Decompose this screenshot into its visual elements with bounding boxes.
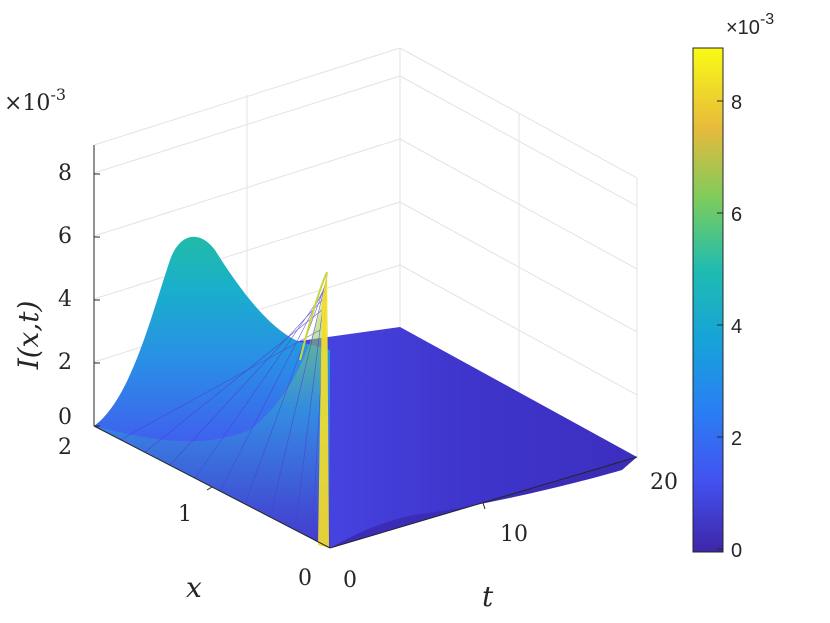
- t-tick-label: 10: [500, 522, 528, 547]
- colorbar-tick-label: 6: [731, 204, 742, 226]
- t-tick-label: 20: [650, 470, 678, 495]
- colorbar-tick-label: 8: [731, 92, 742, 114]
- surface: [94, 236, 637, 548]
- z-axis-label: I(x,t): [12, 301, 45, 371]
- z-ticks: 0 2 4 6 8 ×10-3: [4, 85, 100, 430]
- t-ticks: 0 10 20 t: [343, 470, 678, 613]
- z-exponent: ×10-3: [4, 85, 66, 116]
- z-tick-label: 8: [58, 161, 72, 186]
- x-tick-label: 0: [298, 566, 312, 591]
- colorbar: 0 2 4 6 8 ×10-3: [692, 11, 774, 562]
- x-ticks: 2 1 0 x: [58, 435, 312, 604]
- colorbar-gradient: [692, 47, 724, 553]
- surface-front-edge: [94, 272, 330, 548]
- t-tick-label: 0: [343, 568, 357, 593]
- z-tick-label: 4: [58, 287, 72, 312]
- z-tick-label: 2: [58, 350, 72, 375]
- colorbar-tick-label: 2: [731, 428, 742, 450]
- colorbar-tick-label: 0: [731, 540, 742, 562]
- colorbar-exponent: ×10-3: [726, 11, 774, 39]
- x-tick-label: 1: [178, 502, 192, 527]
- surface-plateau: [292, 327, 637, 548]
- x-tick-label: 2: [58, 435, 72, 460]
- z-tick-label: 6: [58, 224, 72, 249]
- surface-spike: [318, 272, 329, 548]
- colorbar-tick-label: 4: [731, 316, 742, 338]
- z-tick-label: 0: [58, 405, 72, 430]
- x-axis-label: x: [186, 571, 202, 604]
- t-axis-label: t: [482, 580, 494, 613]
- surface-mesh: [119, 271, 328, 540]
